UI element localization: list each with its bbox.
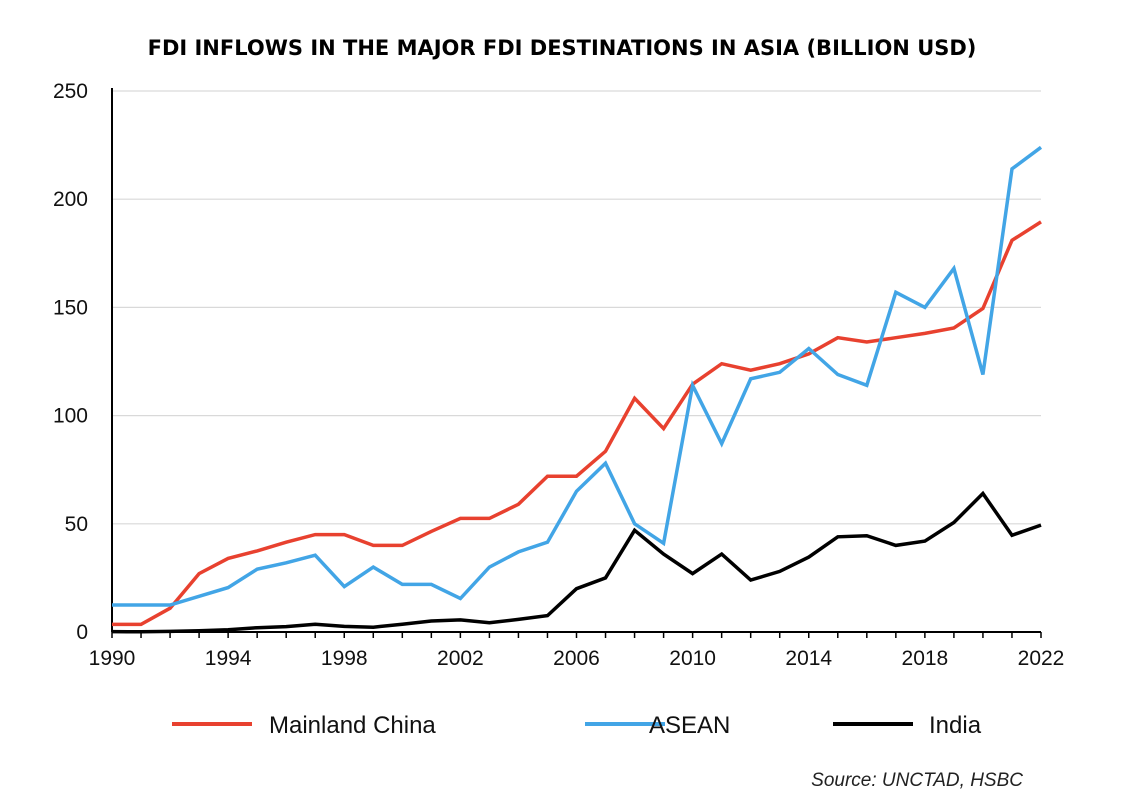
x-tick-label: 2018 xyxy=(902,647,949,670)
y-tick-label: 200 xyxy=(53,188,88,211)
legend-label: India xyxy=(929,712,982,739)
y-tick-label: 100 xyxy=(53,405,88,428)
x-tick-label: 2002 xyxy=(437,647,484,670)
source-note: Source: UNCTAD, HSBC xyxy=(811,770,1023,791)
series-line-india xyxy=(111,490,1042,634)
y-tick-label: 150 xyxy=(53,296,88,319)
series-line-asean xyxy=(112,145,1043,607)
x-tick-label: 2010 xyxy=(669,647,716,670)
legend-label: Mainland China xyxy=(269,712,436,739)
series-line-mainland-china xyxy=(112,220,1042,627)
x-tick-label: 2022 xyxy=(1018,647,1065,670)
x-tick-label: 2014 xyxy=(785,647,832,670)
chart-title: FDI INFLOWS IN THE MAJOR FDI DESTINATION… xyxy=(148,36,977,60)
y-tick-label: 50 xyxy=(65,513,88,536)
x-tick-label: 1998 xyxy=(321,647,368,670)
x-tick-label: 2006 xyxy=(553,647,600,670)
legend-label: ASEAN xyxy=(649,712,730,739)
x-tick-label: 1990 xyxy=(89,647,136,670)
y-tick-label: 250 xyxy=(53,80,88,103)
y-tick-label: 0 xyxy=(76,621,88,644)
x-tick-label: 1994 xyxy=(205,647,252,670)
